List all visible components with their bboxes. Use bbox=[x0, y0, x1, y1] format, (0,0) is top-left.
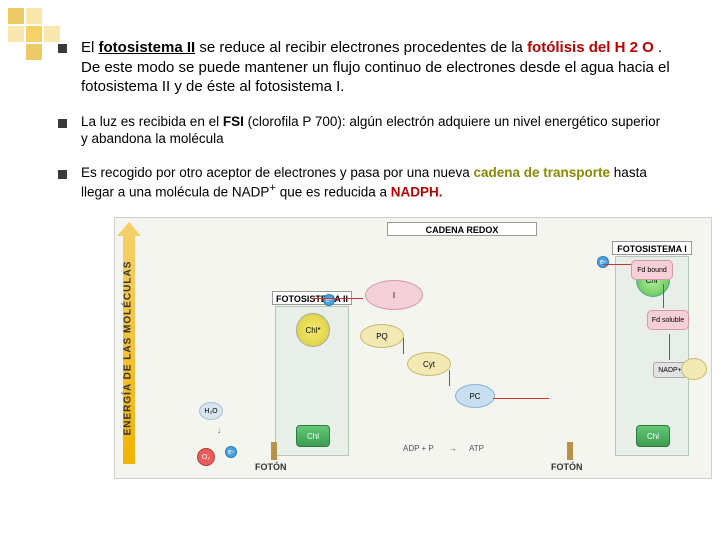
fotosistema-ii-panel: FOTOSISTEMA II Chl* Chl bbox=[275, 306, 349, 456]
fd-bound-node: Fd bound bbox=[631, 260, 673, 280]
o2-node: O₂ bbox=[197, 448, 215, 466]
arrow-line bbox=[603, 264, 631, 265]
foton-bar-icon bbox=[567, 442, 573, 460]
cadena-redox-header: CADENA REDOX bbox=[387, 222, 537, 236]
h2o-node: H₂O bbox=[199, 402, 223, 420]
arrowhead-icon bbox=[117, 222, 141, 236]
bullet-text: Es recogido por otro aceptor de electron… bbox=[81, 164, 670, 202]
electron-icon: e- bbox=[597, 256, 609, 268]
slide-content: El fotosistema II se reduce al recibir e… bbox=[0, 0, 720, 489]
panel-header: FOTOSISTEMA I bbox=[612, 241, 692, 255]
nadph-node bbox=[681, 358, 707, 380]
fd-soluble-node: Fd soluble bbox=[647, 310, 689, 330]
bullet-square-icon bbox=[58, 170, 67, 179]
y-axis-label: ENERGÍA DE LAS MOLÉCULAS bbox=[123, 261, 134, 436]
bullet-text: La luz es recibida en el FSI (clorofila … bbox=[81, 113, 670, 148]
chl-star-node: Chl* bbox=[296, 313, 330, 347]
photosystem-diagram: ENERGÍA DE LAS MOLÉCULAS FOTOSISTEMA II … bbox=[114, 217, 712, 479]
bullet-text: El fotosistema II se reduce al recibir e… bbox=[81, 38, 670, 97]
atp-label: ATP bbox=[469, 444, 484, 453]
bullet-item: La luz es recibida en el FSI (clorofila … bbox=[58, 113, 670, 148]
foton-label: FOTÓN bbox=[255, 462, 287, 472]
arrow-small: ↓ bbox=[217, 426, 221, 435]
pc-node: PC bbox=[455, 384, 495, 408]
bullet-item: Es recogido por otro aceptor de electron… bbox=[58, 164, 670, 202]
fotosistema-i-panel: FOTOSISTEMA I Chl* Chl bbox=[615, 256, 689, 456]
chl-node: Chl bbox=[636, 425, 670, 447]
arrow-line bbox=[403, 338, 404, 354]
chl-node: Chl bbox=[296, 425, 330, 447]
electron-icon: e- bbox=[225, 446, 237, 458]
cyt-node: Cyt bbox=[407, 352, 451, 376]
y-axis: ENERGÍA DE LAS MOLÉCULAS bbox=[117, 226, 139, 470]
foton-label: FOTÓN bbox=[551, 462, 583, 472]
arrow-right-icon: → bbox=[449, 444, 457, 453]
slide-corner-decoration bbox=[8, 8, 60, 60]
arrow-line bbox=[493, 398, 549, 399]
i-node: I bbox=[365, 280, 423, 310]
bullet-item: El fotosistema II se reduce al recibir e… bbox=[58, 38, 670, 97]
arrow-line bbox=[669, 334, 670, 360]
adp-label: ADP + P bbox=[403, 444, 434, 453]
pq-node: PQ bbox=[360, 324, 404, 348]
arrow-line bbox=[663, 284, 664, 308]
arrow-line bbox=[311, 298, 363, 299]
foton-bar-icon bbox=[271, 442, 277, 460]
bullet-square-icon bbox=[58, 119, 67, 128]
arrow-line bbox=[449, 370, 450, 386]
